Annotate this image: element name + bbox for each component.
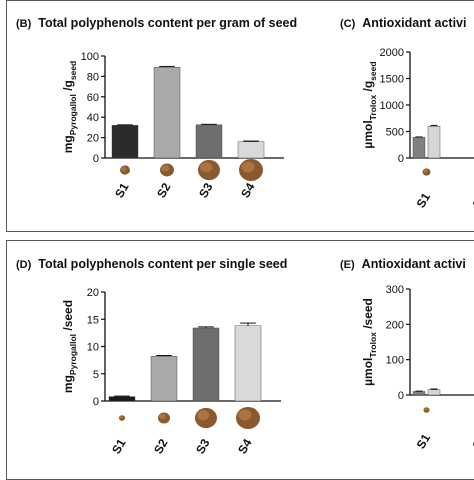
chart-title: Total polyphenols content per gram of se… bbox=[38, 16, 297, 30]
y-tick-label: 10 bbox=[87, 342, 99, 354]
y-label-main: mg bbox=[61, 375, 75, 393]
y-label-sub: Pyrogallol bbox=[68, 94, 78, 135]
y-tick-label: 0 bbox=[398, 153, 404, 165]
y-label-main: mg bbox=[61, 135, 75, 153]
panel-letter: (C) bbox=[340, 18, 356, 30]
y-label-sub: Trolox bbox=[368, 95, 378, 121]
x-tick-label-s2: S2 bbox=[154, 180, 174, 200]
y-label-sub2: seed bbox=[68, 61, 78, 80]
y-tick-label: 2000 bbox=[380, 47, 404, 59]
seed-highlight bbox=[241, 161, 255, 173]
y-axis-label: µmolTrolox /seed bbox=[361, 298, 378, 386]
bar-s2 bbox=[150, 356, 178, 402]
panel-frame-top bbox=[6, 0, 474, 232]
panel-letter: (E) bbox=[340, 259, 355, 271]
y-label-sub: Pyrogallol bbox=[68, 334, 78, 375]
bar-s2 bbox=[153, 67, 181, 159]
x-tick-label-s1: S1 bbox=[414, 431, 434, 451]
x-tick-label-s4: S4 bbox=[238, 180, 258, 200]
y-tick-label: 1500 bbox=[380, 74, 404, 86]
chart-title: Antioxidant activi bbox=[362, 16, 466, 30]
y-label-unit: /seed bbox=[361, 298, 375, 332]
y-tick-label: 500 bbox=[386, 127, 404, 139]
seed-image-s2 bbox=[158, 412, 170, 424]
seed-image-s4 bbox=[239, 158, 263, 182]
x-tick-label-s2: S2 bbox=[470, 431, 474, 451]
panel-2-title: (D) Total polyphenols content per single … bbox=[16, 257, 287, 271]
y-tick-label: 20 bbox=[87, 133, 99, 145]
seed-image-s1 bbox=[120, 165, 130, 175]
x-tick-label-s4: S4 bbox=[235, 436, 255, 456]
seed-image-s1 bbox=[119, 415, 125, 421]
x-tick-label-s3: S3 bbox=[196, 180, 216, 200]
y-tick-label: 60 bbox=[87, 92, 99, 104]
panel-letter: (B) bbox=[16, 18, 32, 30]
y-label-unit: /g bbox=[61, 80, 75, 94]
x-tick-label-s2: S2 bbox=[470, 190, 474, 210]
chart-title: Total polyphenols content per single see… bbox=[38, 257, 287, 271]
bar-s1-series-2 bbox=[427, 389, 441, 396]
y-tick-label: 0 bbox=[93, 396, 99, 408]
y-tick-label: 20 bbox=[87, 287, 99, 299]
panel-0-title: (B) Total polyphenols content per gram of… bbox=[16, 16, 297, 30]
seed-highlight bbox=[238, 409, 252, 421]
seed-highlight bbox=[159, 413, 166, 420]
y-label-unit: /g bbox=[361, 81, 375, 95]
y-tick-label: 5 bbox=[93, 369, 99, 381]
bar-s1-series-1 bbox=[412, 137, 426, 159]
seed-highlight bbox=[121, 166, 127, 171]
seed-highlight bbox=[200, 162, 213, 173]
y-tick-label: 0 bbox=[398, 390, 404, 402]
chart-title: Antioxidant activi bbox=[362, 257, 466, 271]
x-tick-label-s1: S1 bbox=[112, 180, 132, 200]
x-tick-label-s3: S3 bbox=[193, 436, 213, 456]
seed-highlight bbox=[424, 407, 428, 411]
x-tick-label-s1: S1 bbox=[109, 436, 129, 456]
y-tick-label: 80 bbox=[87, 71, 99, 83]
bar-s3 bbox=[195, 124, 223, 159]
bar-s4 bbox=[237, 141, 265, 159]
seed-highlight bbox=[161, 165, 170, 172]
seed-highlight bbox=[423, 169, 428, 173]
y-label-main: µmol bbox=[361, 120, 375, 148]
y-axis-label: mgPyrogallol /gseed bbox=[61, 61, 78, 153]
seed-image-s4 bbox=[236, 406, 260, 430]
bar-s3 bbox=[192, 327, 220, 402]
seed-image-s1 bbox=[422, 168, 431, 176]
y-tick-label: 200 bbox=[386, 319, 404, 331]
y-axis-label: µmolTrolox /gseed bbox=[361, 61, 378, 148]
bar-s1-series-1 bbox=[412, 391, 426, 396]
y-tick-label: 100 bbox=[386, 355, 404, 367]
y-tick-label: 15 bbox=[87, 314, 99, 326]
panel-3-title: (E) Antioxidant activi bbox=[340, 257, 466, 271]
seed-image-s1 bbox=[423, 407, 430, 413]
seed-highlight bbox=[119, 415, 123, 419]
y-label-unit: /seed bbox=[61, 300, 75, 334]
bar-s1 bbox=[108, 396, 136, 402]
panel-letter: (D) bbox=[16, 259, 32, 271]
y-label-sub2: seed bbox=[368, 61, 378, 80]
bar-s1 bbox=[111, 125, 139, 159]
y-tick-label: 40 bbox=[87, 112, 99, 124]
x-tick-label-s2: S2 bbox=[151, 436, 171, 456]
seed-image-s2 bbox=[160, 163, 174, 177]
y-tick-label: 1000 bbox=[380, 100, 404, 112]
bar-s4 bbox=[234, 325, 262, 402]
y-tick-label: 300 bbox=[386, 284, 404, 296]
panel-1-title: (C) Antioxidant activi bbox=[340, 16, 466, 30]
y-label-sub: Trolox bbox=[368, 332, 378, 358]
seed-image-s3 bbox=[198, 159, 220, 181]
seed-highlight bbox=[197, 410, 210, 421]
x-tick-label-s1: S1 bbox=[414, 190, 434, 210]
y-tick-label: 100 bbox=[81, 51, 99, 63]
seed-image-s3 bbox=[195, 407, 217, 429]
bar-s1-series-2 bbox=[427, 125, 441, 159]
y-axis-label: mgPyrogallol /seed bbox=[61, 300, 78, 393]
y-tick-label: 0 bbox=[93, 153, 99, 165]
y-label-main: µmol bbox=[361, 358, 375, 386]
